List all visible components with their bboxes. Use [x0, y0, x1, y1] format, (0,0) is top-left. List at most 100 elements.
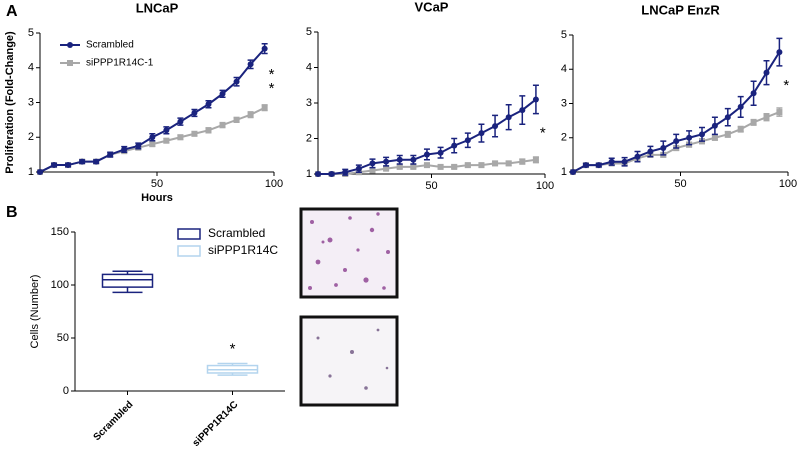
- marker: [121, 146, 128, 153]
- legend-label: siPPP1R14C: [208, 243, 278, 257]
- y-tick-label: 3: [561, 97, 567, 109]
- marker: [570, 169, 576, 175]
- marker: [369, 167, 376, 174]
- marker: [423, 162, 430, 169]
- marker: [93, 158, 100, 165]
- marker: [261, 45, 268, 52]
- x-axis-label: Hours: [141, 192, 173, 204]
- marker: [163, 137, 170, 144]
- legend-label: siPPP1R14C-1: [86, 58, 154, 69]
- marker: [634, 153, 641, 160]
- marker: [478, 130, 485, 137]
- marker: [247, 61, 254, 68]
- marker: [686, 134, 693, 141]
- marker: [776, 49, 783, 56]
- marker: [396, 163, 403, 170]
- marker: [505, 114, 512, 121]
- y-tick-label: 2: [28, 131, 34, 143]
- box: [101, 273, 154, 288]
- y-tick-label: 1: [561, 166, 567, 178]
- marker: [478, 162, 485, 169]
- marker: [724, 114, 731, 121]
- chart-title: LNCaP: [136, 0, 179, 15]
- micrograph: [299, 207, 399, 299]
- marker: [410, 156, 417, 163]
- marker: [437, 149, 444, 156]
- series-line: [572, 51, 781, 173]
- marker: [711, 122, 718, 129]
- marker: [519, 158, 526, 165]
- marker: [737, 103, 744, 110]
- x-tick-label: 100: [265, 178, 283, 190]
- marker: [699, 131, 705, 138]
- marker: [464, 137, 471, 144]
- marker: [423, 151, 430, 158]
- y-tick-label: 5: [561, 29, 567, 41]
- marker: [763, 114, 770, 121]
- y-tick-label: 3: [306, 97, 312, 109]
- marker: [369, 160, 376, 167]
- x-tick-label: 50: [151, 178, 163, 190]
- marker: [383, 165, 390, 172]
- marker: [750, 119, 757, 126]
- marker: [673, 138, 680, 145]
- marker: [451, 142, 458, 149]
- x-tick-label: siPPP1R14C: [191, 399, 241, 449]
- marker: [219, 90, 226, 97]
- marker: [750, 90, 757, 97]
- y-tick-label: 4: [28, 62, 34, 74]
- significance-marker: *: [783, 77, 789, 94]
- marker: [37, 169, 43, 175]
- marker: [776, 109, 783, 116]
- x-tick-label: 50: [674, 178, 686, 190]
- y-tick-label: 0: [63, 385, 69, 397]
- y-tick-label: 5: [306, 26, 312, 38]
- significance-marker: *: [269, 80, 275, 97]
- marker: [464, 162, 471, 169]
- panel-label: A: [6, 3, 18, 20]
- marker: [233, 116, 240, 123]
- marker: [396, 156, 403, 163]
- y-axis-label: Proliferation (Fold-Change): [4, 31, 16, 174]
- significance-marker: *: [540, 125, 546, 142]
- y-tick-label: 1: [306, 168, 312, 180]
- y-tick-label: 150: [51, 226, 69, 238]
- marker: [437, 163, 444, 170]
- legend-label: Scrambled: [86, 40, 134, 51]
- marker: [149, 141, 156, 148]
- marker: [492, 160, 499, 167]
- marker: [328, 171, 335, 177]
- marker: [711, 134, 718, 141]
- marker: [737, 126, 744, 133]
- y-tick-label: 2: [306, 132, 312, 144]
- marker: [177, 134, 184, 141]
- y-axis-label: Cells (Number): [29, 275, 41, 349]
- marker: [532, 96, 539, 103]
- legend-marker: [67, 42, 73, 48]
- y-tick-label: 2: [561, 132, 567, 144]
- marker: [763, 69, 770, 76]
- marker: [163, 127, 170, 134]
- micrograph: [299, 315, 399, 407]
- marker: [492, 123, 499, 130]
- marker: [79, 158, 86, 165]
- marker: [582, 162, 589, 169]
- marker: [205, 101, 212, 108]
- marker: [177, 118, 184, 125]
- legend-label: Scrambled: [208, 226, 265, 240]
- marker: [135, 142, 142, 149]
- marker: [191, 109, 198, 116]
- marker: [505, 160, 512, 167]
- marker: [65, 162, 72, 169]
- marker: [595, 162, 602, 169]
- legend-swatch: [177, 245, 201, 257]
- marker: [247, 111, 254, 118]
- marker: [315, 171, 321, 177]
- y-tick-label: 4: [561, 63, 567, 75]
- marker: [608, 158, 615, 165]
- legend-swatch: [177, 228, 201, 240]
- x-tick-label: 100: [536, 180, 554, 192]
- chart-title: VCaP: [415, 0, 449, 14]
- marker: [355, 165, 362, 172]
